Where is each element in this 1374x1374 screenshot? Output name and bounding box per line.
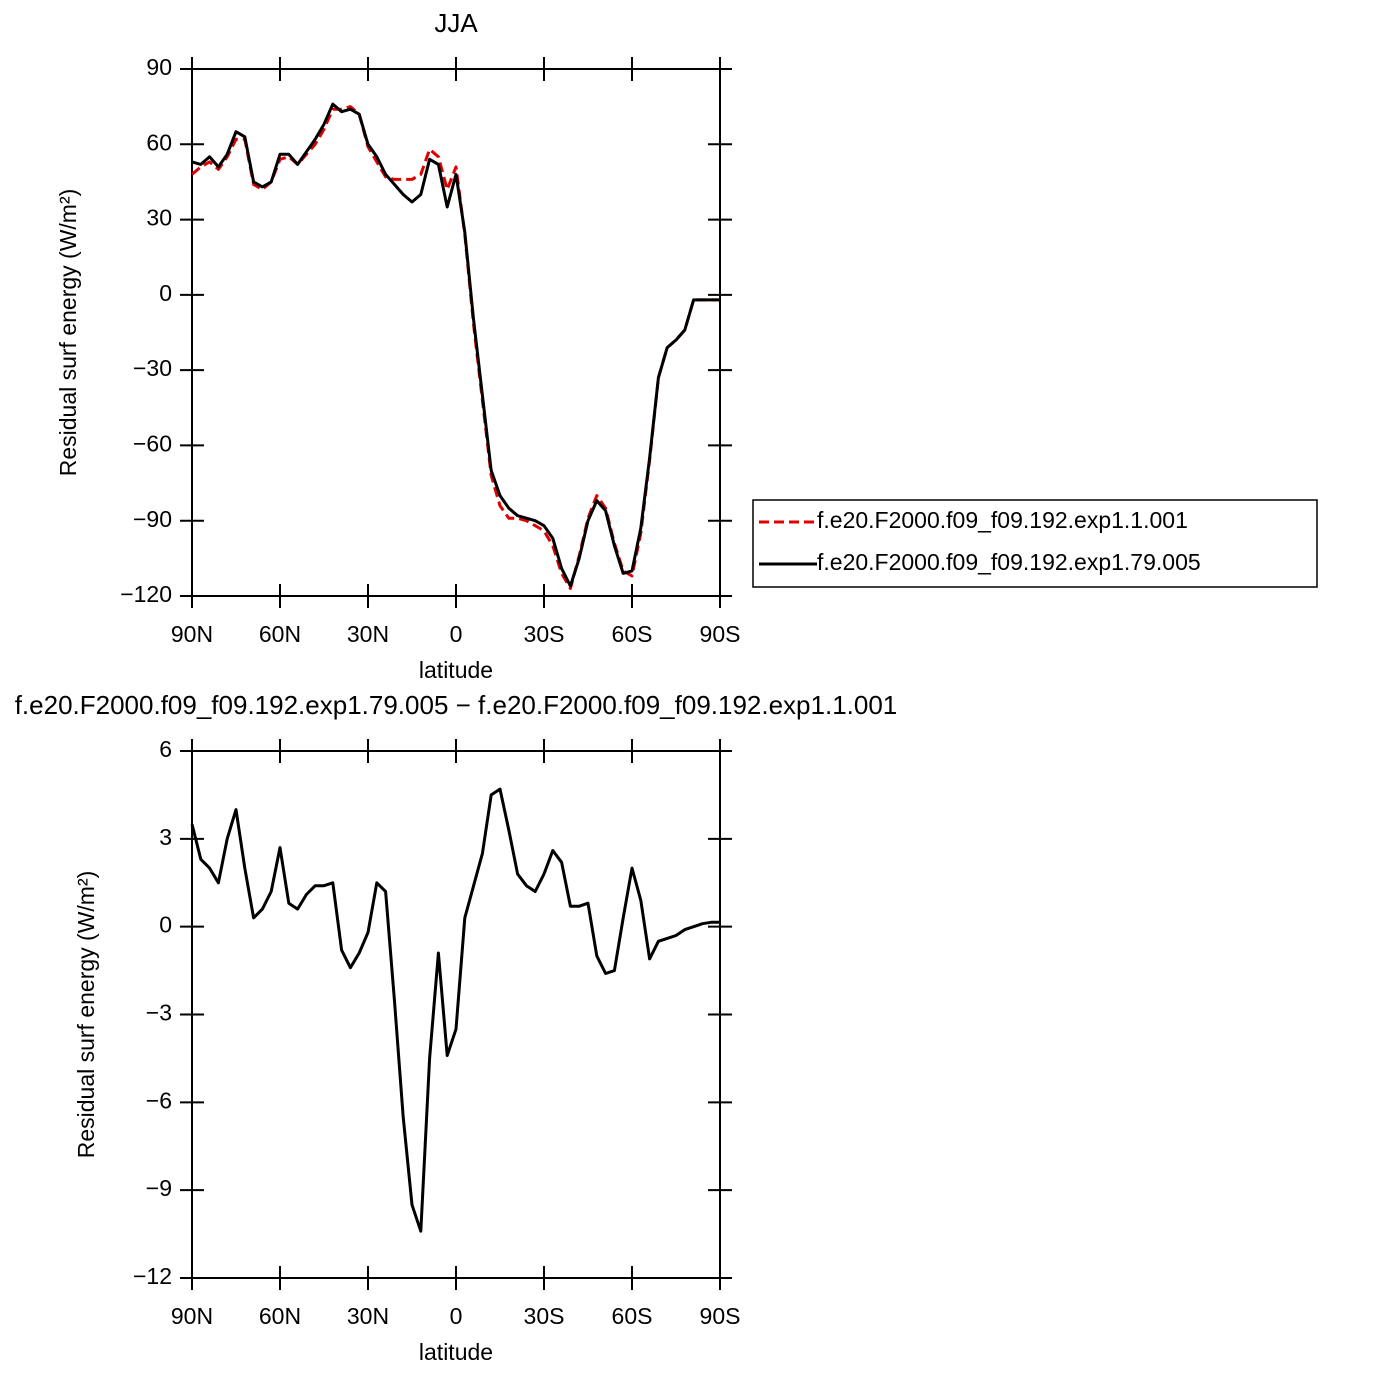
y-tick-label: 3 xyxy=(159,824,172,850)
y-tick-label: −120 xyxy=(120,581,172,607)
y-axis-label: Residual surf energy (W/m²) xyxy=(73,871,99,1159)
x-axis-label: latitude xyxy=(419,1339,493,1365)
y-tick-label: −12 xyxy=(133,1263,172,1289)
chart-title: JJA xyxy=(434,8,478,38)
x-tick-label: 90N xyxy=(171,1303,213,1329)
y-tick-label: −60 xyxy=(133,431,172,457)
x-tick-label: 30S xyxy=(524,621,565,647)
x-tick-label: 30S xyxy=(524,1303,565,1329)
plot-frame xyxy=(191,68,721,597)
y-tick-label: 60 xyxy=(146,129,172,155)
x-tick-label: 90S xyxy=(700,1303,741,1329)
x-tick-label: 30N xyxy=(347,621,389,647)
y-tick-label: 0 xyxy=(159,280,172,306)
y-tick-label: 30 xyxy=(146,205,172,231)
y-tick-label: 90 xyxy=(146,54,172,80)
data-line xyxy=(190,787,720,1233)
y-tick-label: 6 xyxy=(159,736,172,762)
y-tick-label: −9 xyxy=(146,1175,172,1201)
x-tick-label: 60S xyxy=(612,621,653,647)
x-tick-label: 60S xyxy=(612,1303,653,1329)
plot-frame xyxy=(191,750,721,1279)
y-tick-label: −30 xyxy=(133,355,172,381)
x-tick-label: 0 xyxy=(450,621,463,647)
legend-box xyxy=(752,499,1318,588)
data-line xyxy=(191,105,720,590)
y-tick-label: −6 xyxy=(146,1087,172,1113)
x-tick-label: 30N xyxy=(347,1303,389,1329)
y-tick-label: −90 xyxy=(133,506,172,532)
x-tick-label: 0 xyxy=(450,1303,463,1329)
y-tick-label: 0 xyxy=(159,912,172,938)
data-line xyxy=(191,102,720,588)
chart-title: f.e20.F2000.f09_f09.192.exp1.79.005 − f.… xyxy=(15,690,898,720)
y-axis-label: Residual surf energy (W/m²) xyxy=(55,189,81,477)
x-tick-label: 90N xyxy=(171,621,213,647)
y-tick-label: −3 xyxy=(146,1000,172,1026)
x-tick-label: 60N xyxy=(259,1303,301,1329)
legend-label: f.e20.F2000.f09_f09.192.exp1.1.001 xyxy=(817,507,1188,533)
x-axis-label: latitude xyxy=(419,657,493,683)
x-tick-label: 90S xyxy=(700,621,741,647)
legend-label: f.e20.F2000.f09_f09.192.exp1.79.005 xyxy=(817,549,1201,575)
x-tick-label: 60N xyxy=(259,621,301,647)
